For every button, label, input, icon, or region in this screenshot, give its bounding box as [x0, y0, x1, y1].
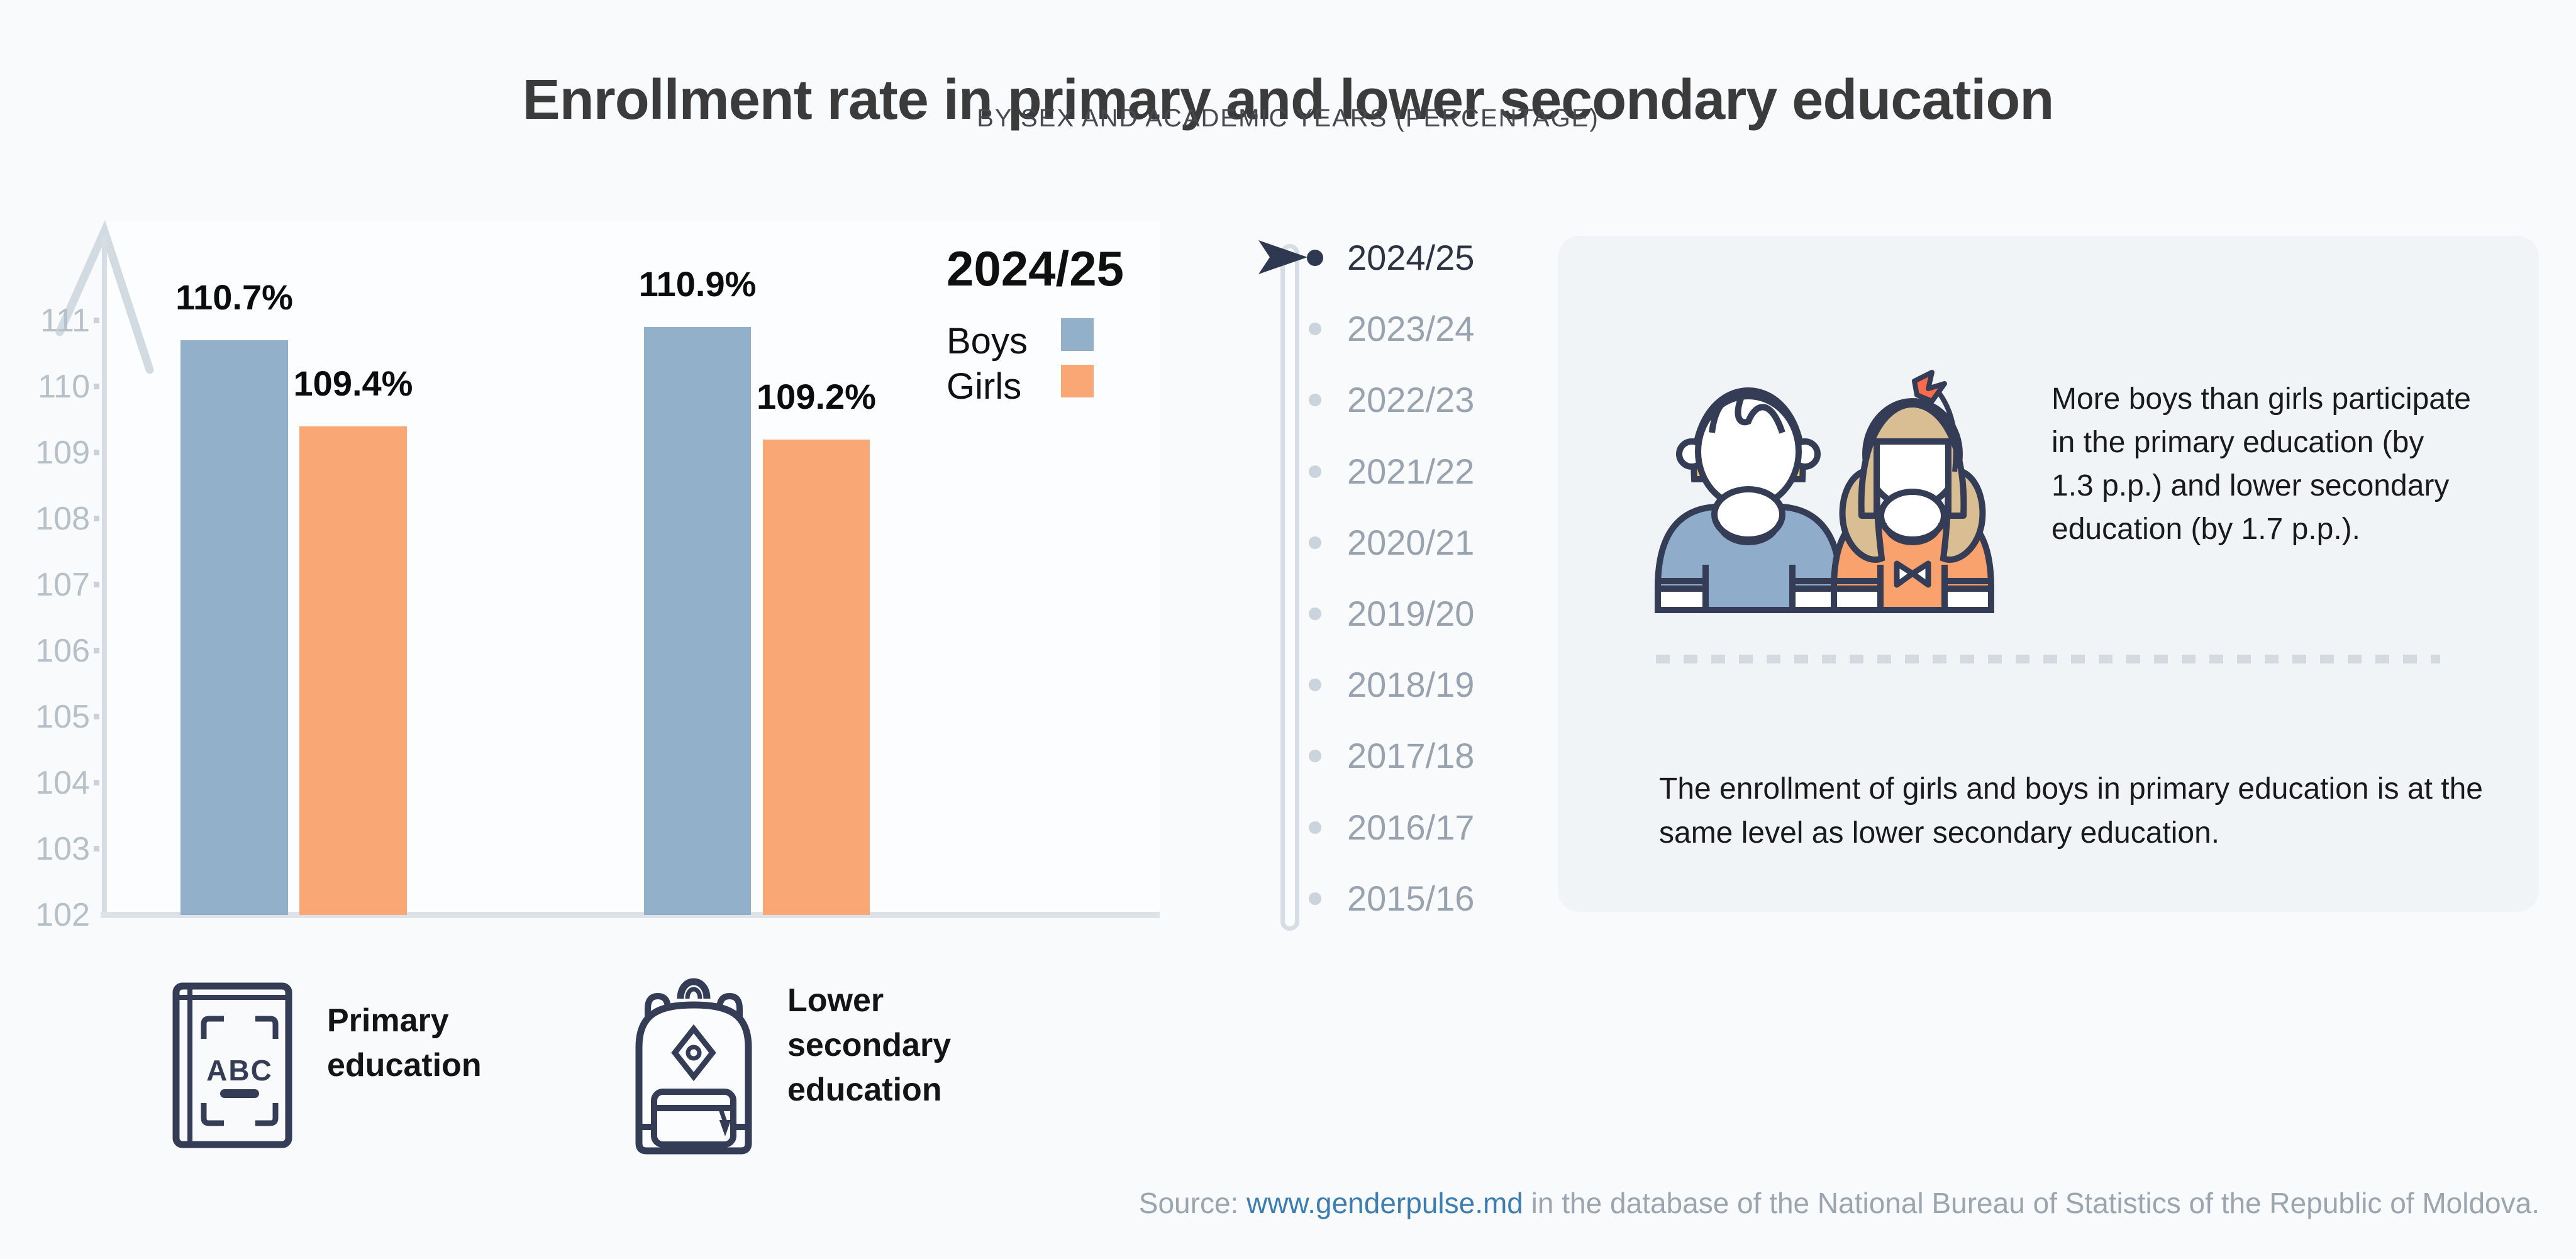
y-tick-label: 110 — [38, 369, 90, 405]
y-tick-mark — [94, 648, 99, 653]
timeline-year-2023-24[interactable]: 2023/24 — [1347, 309, 1475, 349]
timeline-year-2015-16[interactable]: 2015/16 — [1347, 878, 1475, 918]
bar-value-label: 110.7% — [175, 277, 293, 317]
y-tick-mark — [94, 384, 99, 389]
legend-label-boys: Boys — [947, 321, 1028, 362]
page-title: Enrollment rate in primary and lower sec… — [522, 69, 2055, 132]
timeline-year-2019-20[interactable]: 2019/20 — [1347, 594, 1475, 633]
legend-label-girls: Girls — [947, 366, 1022, 407]
y-tick-label: 111 — [40, 302, 90, 339]
timeline-dot-2017-18[interactable] — [1309, 750, 1321, 763]
boy-and-girl-icon — [1655, 370, 1994, 613]
y-tick-label: 108 — [35, 501, 90, 537]
legend-swatch-girls — [1061, 365, 1094, 397]
timeline-dot-2022-23[interactable] — [1309, 394, 1321, 407]
timeline-dot-2024-25[interactable] — [1307, 250, 1323, 266]
y-tick-label: 109 — [35, 435, 90, 471]
timeline-dot-2015-16[interactable] — [1309, 892, 1321, 905]
category-label-primary: Primary education — [327, 1002, 482, 1084]
source-link[interactable]: www.genderpulse.md — [1246, 1187, 1523, 1219]
girl-figure — [1831, 370, 1994, 613]
y-tick-label: 103 — [35, 831, 90, 867]
y-tick-mark — [94, 846, 99, 851]
timeline-dot-2018-19[interactable] — [1309, 679, 1321, 692]
y-tick-mark — [94, 450, 99, 455]
source-line: Source: www.genderpulse.md in the databa… — [0, 1186, 2540, 1220]
timeline-year-2018-19[interactable]: 2018/19 — [1347, 665, 1475, 705]
hair-bow-icon — [1912, 370, 1947, 404]
source-suffix: in the database of the National Bureau o… — [1523, 1187, 2540, 1219]
timeline-year-2017-18[interactable]: 2017/18 — [1347, 736, 1475, 776]
y-tick-mark — [94, 714, 99, 719]
boy-figure — [1655, 387, 1843, 613]
timeline-year-2016-17[interactable]: 2016/17 — [1347, 807, 1475, 847]
y-axis-arrow-icon — [55, 220, 154, 374]
source-prefix: Source: — [1138, 1187, 1247, 1219]
y-tick-mark — [94, 318, 99, 323]
x-axis — [101, 912, 1160, 918]
y-tick-label: 107 — [35, 567, 90, 603]
y-tick-label: 105 — [35, 699, 90, 735]
category-label-lower-secondary: Lower secondary education — [787, 982, 952, 1108]
book-abc-text: ABC — [206, 1054, 273, 1087]
abc-book-icon: ABC — [172, 982, 292, 1148]
y-tick-mark — [94, 582, 99, 587]
bar-boys-category-0 — [180, 340, 288, 915]
backpack-icon — [635, 978, 752, 1155]
timeline-dot-2019-20[interactable] — [1309, 607, 1321, 620]
timeline-year-2020-21[interactable]: 2020/21 — [1347, 522, 1475, 562]
legend-selected-year: 2024/25 — [947, 241, 1124, 296]
bar-value-label: 110.9% — [638, 264, 757, 304]
page-subtitle: BY SEX AND ACADEMIC YEARS (PERCENTAGE) — [977, 104, 1599, 132]
bar-girls-category-0 — [299, 426, 407, 915]
legend-swatch-boys — [1061, 318, 1094, 351]
dashed-divider — [1656, 655, 2440, 663]
timeline-dot-2016-17[interactable] — [1309, 821, 1321, 834]
timeline-year-2021-22[interactable]: 2021/22 — [1347, 451, 1475, 491]
timeline-dot-2023-24[interactable] — [1309, 323, 1321, 336]
timeline-year-2022-23[interactable]: 2022/23 — [1347, 380, 1475, 420]
insight-card: More boys than girls participate in the … — [1558, 236, 2539, 912]
y-tick-mark — [94, 516, 99, 521]
y-tick-mark — [94, 780, 99, 785]
timeline-year-2024-25[interactable]: 2024/25 — [1347, 238, 1475, 277]
y-axis — [102, 236, 107, 916]
timeline-track[interactable] — [1280, 244, 1299, 931]
y-tick-label: 104 — [35, 765, 90, 801]
bar-value-label: 109.2% — [757, 377, 876, 416]
insight-paragraph-1: More boys than girls participate in the … — [2051, 382, 2471, 546]
timeline-dot-2020-21[interactable] — [1309, 536, 1321, 549]
bar-value-label: 109.4% — [293, 363, 413, 403]
timeline-arrow-icon — [1258, 240, 1307, 274]
y-tick-label: 102 — [35, 897, 90, 933]
y-tick-label: 106 — [35, 633, 90, 669]
insight-paragraph-2: The enrollment of girls and boys in prim… — [1659, 772, 2483, 850]
bar-boys-category-1 — [644, 327, 751, 915]
bar-girls-category-1 — [763, 440, 870, 915]
timeline-dot-2021-22[interactable] — [1309, 465, 1321, 478]
